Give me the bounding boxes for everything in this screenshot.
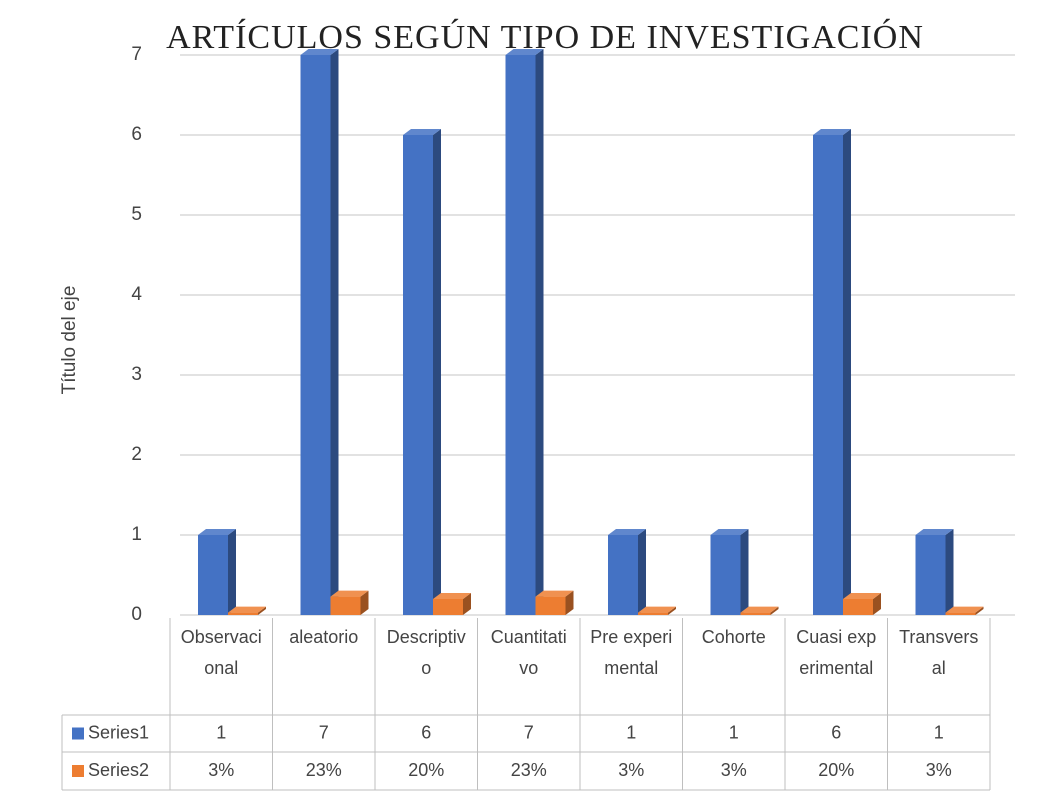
x-tick-label: Descriptivo: [386, 627, 466, 678]
bar-side: [638, 529, 646, 615]
bar: [638, 612, 668, 615]
bar-side: [770, 606, 779, 615]
bar: [843, 599, 873, 615]
y-tick-label: 3: [131, 364, 142, 385]
bar-top: [710, 529, 749, 535]
bar: [710, 535, 741, 615]
bar: [330, 596, 361, 615]
table-cell: 20%: [818, 760, 854, 780]
table-cell: 3%: [926, 760, 952, 780]
bar-side: [945, 529, 954, 615]
bar: [915, 535, 946, 615]
bar-side: [330, 49, 339, 615]
legend-swatch: [72, 727, 84, 740]
bar: [228, 612, 258, 615]
table-cell: 3%: [208, 760, 234, 780]
bar: [433, 599, 463, 615]
bar: [403, 135, 433, 615]
x-tick-label: Pre experimental: [590, 627, 673, 678]
y-axis-title: Título del eje: [59, 286, 80, 395]
bar: [198, 535, 228, 615]
bar: [300, 55, 331, 615]
chart-title: ARTÍCULOS SEGÚN TIPO DE INVESTIGACIÓN: [166, 18, 924, 56]
y-tick-label: 2: [131, 444, 142, 465]
legend-label: Series1: [88, 722, 149, 742]
table-cell: 7: [319, 722, 329, 742]
bar-top: [300, 49, 339, 55]
bar-side: [565, 590, 574, 615]
bar-top: [608, 529, 646, 535]
bar-top: [505, 49, 544, 55]
bar: [740, 612, 771, 615]
table-cell: 6: [421, 722, 431, 742]
bar-top: [403, 129, 441, 135]
table-cell: 6: [831, 722, 841, 742]
table-cell: 1: [216, 722, 226, 742]
y-tick-label: 5: [131, 204, 142, 225]
legend-label: Series2: [88, 760, 149, 780]
x-tick-label: Cohorte: [701, 627, 766, 647]
x-tick-label: Cuasi experimental: [796, 627, 877, 678]
bar-side: [433, 129, 441, 615]
table-cell: 3%: [721, 760, 747, 780]
table-cell: 23%: [306, 760, 342, 780]
bar-side: [740, 529, 749, 615]
table-cell: 23%: [511, 760, 547, 780]
y-tick-label: 0: [131, 604, 142, 625]
bar-top: [915, 529, 954, 535]
legend-swatch: [72, 765, 84, 777]
bar-top: [843, 593, 881, 599]
x-tick-label: Transversal: [899, 627, 979, 678]
table-cell: 1: [729, 722, 739, 742]
bar-top: [198, 529, 236, 535]
y-tick-label: 4: [131, 284, 142, 305]
table-cell: 1: [626, 722, 636, 742]
table-cell: 3%: [618, 760, 644, 780]
bar-top: [228, 606, 266, 613]
bar-side: [228, 529, 236, 615]
bar-top: [638, 606, 676, 613]
bar-side: [873, 593, 881, 615]
bar-side: [463, 593, 471, 615]
bar-side: [843, 129, 851, 615]
bar-top: [330, 590, 369, 597]
y-tick-label: 6: [131, 124, 142, 145]
bar: [608, 535, 638, 615]
bar-top: [535, 590, 574, 597]
bar-top: [945, 606, 984, 613]
bar: [945, 612, 976, 615]
bar-top: [433, 593, 471, 599]
bar-side: [535, 49, 544, 615]
bar-top: [740, 606, 779, 613]
bar-side: [668, 606, 676, 615]
bar: [505, 55, 536, 615]
bar: [813, 135, 843, 615]
table-cell: 7: [524, 722, 534, 742]
table-cell: 20%: [408, 760, 444, 780]
bar-side: [258, 606, 266, 615]
y-tick-label: 7: [131, 44, 142, 65]
x-tick-label: Cuantitativo: [490, 627, 567, 678]
x-tick-label: aleatorio: [289, 627, 359, 647]
bar-side: [360, 590, 369, 615]
y-tick-label: 1: [131, 524, 142, 545]
bar-top: [813, 129, 851, 135]
bar: [535, 596, 566, 615]
bar-side: [975, 606, 984, 615]
table-cell: 1: [934, 722, 944, 742]
x-tick-label: Observacional: [180, 627, 262, 678]
